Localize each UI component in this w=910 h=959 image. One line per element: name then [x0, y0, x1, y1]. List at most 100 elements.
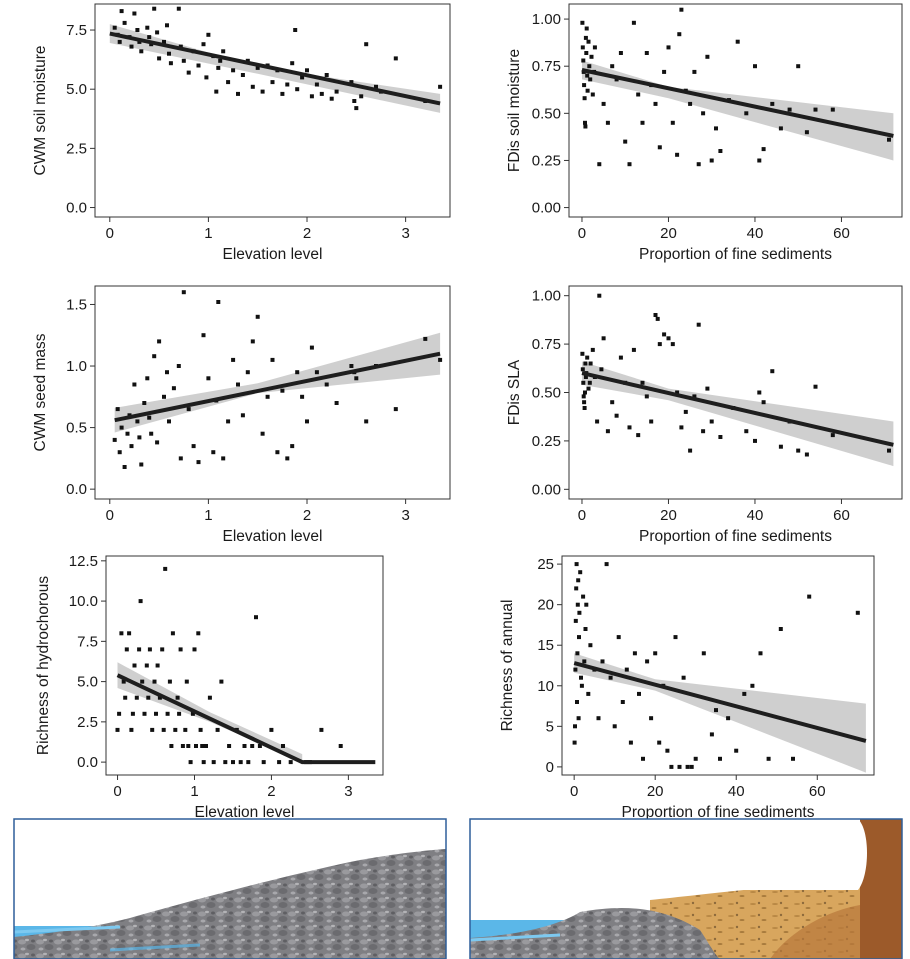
data-point-17 — [152, 354, 157, 359]
data-point-13 — [142, 0, 146, 4]
y-tick-label: 10.0 — [69, 593, 98, 610]
y-tick-label: 2.5 — [77, 714, 98, 731]
data-point-20 — [162, 39, 166, 44]
data-point-54 — [314, 370, 319, 375]
data-point-43 — [260, 431, 265, 436]
data-point-20 — [601, 336, 606, 341]
data-point-24 — [160, 647, 165, 652]
data-point-52 — [761, 400, 766, 405]
data-point-3 — [117, 450, 122, 455]
regression-line — [573, 661, 867, 743]
data-point-21 — [586, 691, 591, 696]
data-point-23 — [605, 120, 610, 125]
data-point-53 — [227, 744, 232, 748]
y-tick-label: 20 — [537, 597, 554, 614]
data-point-48 — [709, 158, 714, 163]
x-tick-label: 20 — [647, 783, 664, 800]
data-point-34 — [214, 89, 219, 94]
data-point-38 — [186, 744, 191, 748]
illustration-frame-left — [13, 818, 447, 959]
data-point-25 — [178, 456, 183, 461]
y-tick-label: 0.00 — [532, 481, 561, 498]
x-tick-label: 60 — [833, 507, 850, 524]
data-point-44 — [198, 727, 203, 732]
data-point-43 — [196, 631, 201, 636]
data-point-22 — [155, 663, 160, 668]
data-point-27 — [186, 407, 191, 412]
data-point-59 — [250, 744, 255, 748]
data-point-58 — [813, 384, 818, 389]
data-point-50 — [295, 370, 300, 375]
data-point-8 — [583, 361, 588, 366]
data-point-63 — [269, 727, 274, 732]
x-tick-label: 60 — [809, 783, 826, 800]
data-point-18 — [147, 647, 152, 652]
data-point-28 — [167, 679, 172, 684]
data-point-5 — [122, 465, 127, 469]
data-point-17 — [581, 594, 586, 599]
y-tick-label: 5.0 — [77, 674, 98, 691]
data-point-56 — [309, 94, 314, 99]
data-point-17 — [589, 54, 594, 59]
y-tick-label: 0.75 — [532, 336, 561, 353]
data-point-41 — [688, 448, 693, 453]
x-tick-label: 1 — [204, 507, 212, 524]
plot-content — [580, 7, 894, 167]
data-point-47 — [705, 54, 710, 59]
data-point-29 — [631, 20, 636, 25]
data-point-42 — [669, 764, 674, 769]
confidence-band — [109, 24, 441, 113]
data-point-46 — [275, 450, 280, 455]
data-point-16 — [144, 663, 149, 668]
data-point-36 — [226, 419, 231, 424]
data-point-15 — [587, 64, 592, 69]
data-point-45 — [696, 162, 701, 167]
data-point-33 — [655, 316, 660, 321]
data-point-40 — [683, 409, 688, 414]
data-point-4 — [121, 679, 126, 684]
data-point-58 — [319, 91, 324, 96]
data-point-15 — [142, 711, 147, 716]
data-point-55 — [757, 158, 762, 163]
data-point-16 — [588, 77, 593, 82]
data-point-34 — [178, 647, 183, 652]
data-point-61 — [804, 130, 809, 135]
data-point-12 — [586, 386, 591, 391]
data-point-24 — [176, 364, 181, 368]
data-point-6 — [125, 431, 130, 436]
data-point-55 — [742, 691, 747, 696]
data-point-27 — [631, 347, 636, 352]
data-point-8 — [129, 727, 134, 732]
y-axis-title: FDis soil moisture — [506, 49, 523, 172]
data-point-44 — [265, 394, 270, 399]
x-tick-label: 2 — [303, 225, 311, 242]
data-point-50 — [215, 727, 220, 732]
x-tick-label: 3 — [344, 783, 352, 800]
data-point-52 — [735, 39, 740, 44]
data-point-46 — [709, 419, 714, 424]
data-point-3 — [117, 39, 122, 44]
data-point-34 — [653, 101, 658, 106]
x-tick-label: 0 — [106, 225, 114, 242]
plot-area — [105, 555, 384, 776]
data-point-3 — [119, 631, 124, 636]
data-point-56 — [750, 683, 755, 688]
y-tick-label: 25 — [537, 556, 554, 573]
data-point-32 — [206, 32, 211, 37]
y-tick-label: 0.25 — [532, 433, 561, 450]
x-tick-label: 0 — [106, 507, 114, 524]
data-point-1 — [580, 351, 585, 356]
data-point-5 — [122, 20, 127, 25]
gravel-bar-illustration — [13, 818, 447, 959]
data-point-59 — [830, 433, 835, 438]
data-point-21 — [165, 370, 169, 375]
data-point-5 — [582, 400, 587, 405]
data-point-13 — [577, 610, 582, 615]
data-point-56 — [334, 401, 339, 405]
data-point-18 — [590, 92, 595, 97]
x-axis-title: Proportion of fine sediments — [639, 528, 832, 545]
y-axis-title: Richness of annual — [499, 600, 516, 732]
data-point-5 — [123, 695, 128, 700]
data-point-39 — [675, 152, 680, 157]
data-point-32 — [175, 695, 180, 700]
